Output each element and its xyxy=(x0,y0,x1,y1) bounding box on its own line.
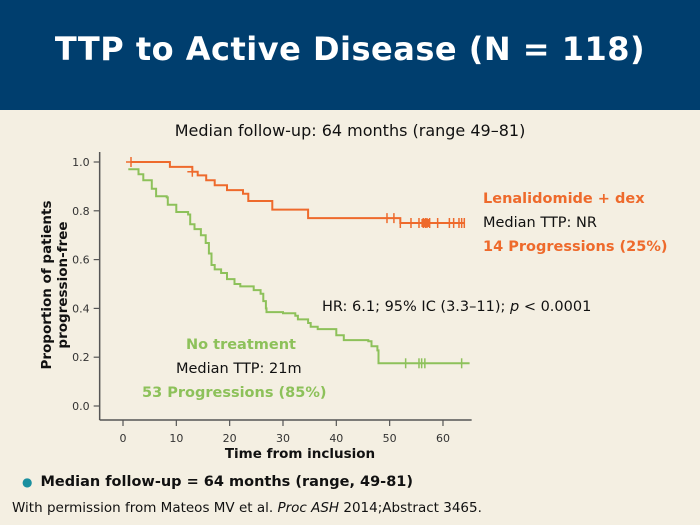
y-tick-label: 0.6 xyxy=(72,254,90,267)
citation-footnote: With permission from Mateos MV et al. Pr… xyxy=(12,500,482,516)
hr-p-symbol: p xyxy=(510,299,520,315)
no-treatment-median: Median TTP: 21m xyxy=(176,361,302,377)
hazard-ratio: HR: 6.1; 95% IC (3.3–11); p < 0.0001 xyxy=(322,299,591,315)
x-tick-label: 10 xyxy=(169,432,183,445)
lenalidomide-median: Median TTP: NR xyxy=(483,215,597,231)
chart-axes: 0.0 0.2 0.4 0.6 0.8 1.0 0 10 20 30 40 50 60 xyxy=(72,152,472,445)
y-tick-label: 0.2 xyxy=(72,351,90,364)
x-tick-label: 0 xyxy=(120,432,127,445)
y-tick-label: 0.8 xyxy=(72,205,90,218)
title-banner: TTP to Active Disease (N = 118) xyxy=(0,0,700,110)
lenalidomide-progressions: 14 Progressions (25%) xyxy=(483,239,668,255)
lenalidomide-dex-median-marker xyxy=(421,219,430,227)
no-treatment-progressions: 53 Progressions (85%) xyxy=(142,385,327,401)
x-tick-label: 50 xyxy=(383,432,397,445)
hr-p-value: < 0.0001 xyxy=(519,299,592,315)
citation-suffix: 2014;Abstract 3465. xyxy=(339,500,482,516)
x-tick-label: 20 xyxy=(223,432,237,445)
no-treatment-label: No treatment xyxy=(186,337,296,353)
follow-up-bullet: ● Median follow-up = 64 months (range, 49… xyxy=(22,474,413,490)
y-tick-label: 1.0 xyxy=(72,156,90,169)
x-axis-title: Time from inclusion xyxy=(224,446,376,462)
y-tick-label: 0.4 xyxy=(72,302,90,315)
lenalidomide-label: Lenalidomide + dex xyxy=(483,191,645,207)
y-tick-label: 0.0 xyxy=(72,400,90,413)
follow-up-subtitle: Median follow-up: 64 months (range 49–81… xyxy=(174,121,526,140)
chart-curves xyxy=(125,157,470,369)
citation-prefix: With permission from Mateos MV et al. xyxy=(12,500,278,516)
x-tick-label: 60 xyxy=(436,432,450,445)
bullet-icon: ● xyxy=(22,475,33,489)
slide-title: TTP to Active Disease (N = 118) xyxy=(54,30,646,68)
citation-journal: Proc ASH xyxy=(277,500,340,516)
x-tick-label: 30 xyxy=(276,432,290,445)
lenalidomide-dex-curve xyxy=(131,161,465,224)
x-tick-label: 40 xyxy=(329,432,343,445)
y-axis-title: Proportion of patients progression-free xyxy=(39,175,71,395)
hr-text: HR: 6.1; 95% IC (3.3–11); xyxy=(322,299,510,315)
bullet-text: Median follow-up = 64 months (range, 49-… xyxy=(40,474,413,490)
no-treatment-curve xyxy=(128,168,470,365)
y-axis-title-text: Proportion of patients progression-free xyxy=(39,200,71,370)
